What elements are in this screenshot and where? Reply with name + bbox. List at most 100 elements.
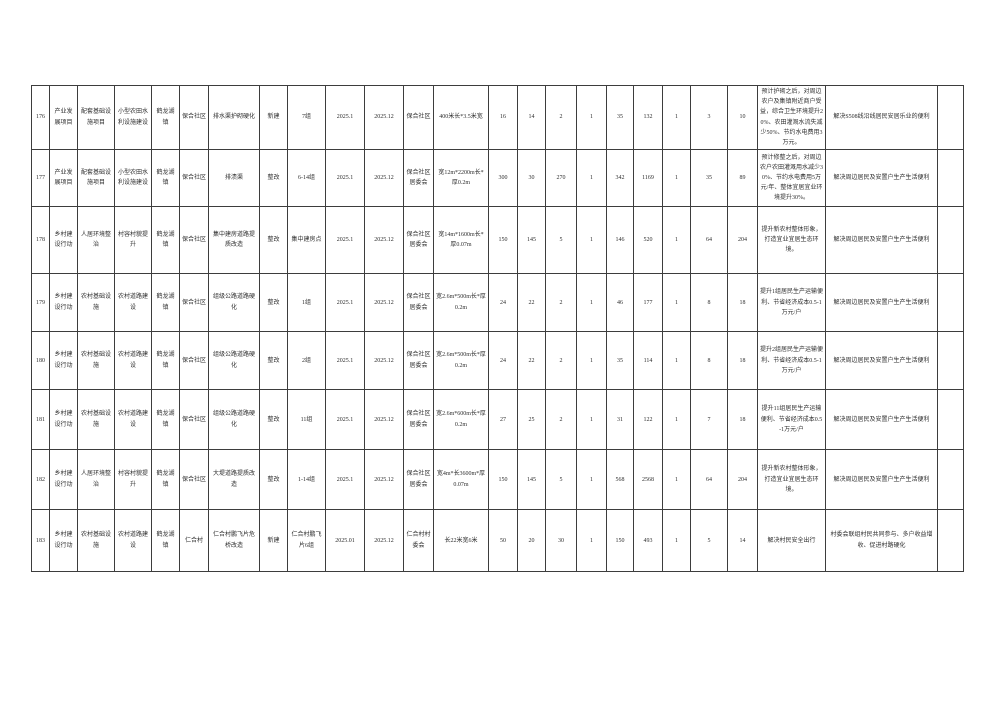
table-cell: 342: [606, 149, 634, 208]
table-cell: 排水渠护砌硬化: [208, 84, 260, 151]
table-cell: 5: [545, 449, 577, 511]
table-cell: 18: [727, 273, 758, 333]
table-cell: 150: [606, 509, 634, 573]
table-cell: 270: [545, 149, 577, 208]
table-cell: 35: [690, 149, 728, 208]
table-cell: 村容村貌提升: [114, 449, 152, 511]
table-cell: 2: [545, 389, 577, 451]
table-cell: 176: [31, 84, 50, 151]
table-cell: 2025.12: [364, 389, 404, 451]
table-cell: 新建: [259, 509, 288, 573]
table-cell: 179: [31, 273, 50, 333]
table-cell: 2025.12: [364, 331, 404, 391]
table-row: 183 乡村建设行动 农村基础设施 农村道路建设 鹤龙湖镇 仁合村 仁合村鹏飞片危桥改造 新建…: [31, 509, 964, 573]
table-cell: 保合社区居委会: [403, 331, 434, 391]
table-cell: 25: [517, 389, 546, 451]
table-cell: 2: [545, 273, 577, 333]
table-cell: 提升2组居民生产运输便利、节省经济成本0.5-1万元/户: [757, 331, 826, 391]
table-cell: 新建: [259, 84, 288, 151]
table-cell: 乡村建设行动: [49, 389, 78, 451]
table-cell: 鹤龙湖镇: [151, 206, 180, 275]
table-row: 179 乡村建设行动 农村基础设施 农村道路建设 鹤龙湖镇 保合社区 组级公路道路硬化 整改 1…: [31, 273, 964, 333]
table-cell: 7: [690, 389, 728, 451]
table-cell: 鹤龙湖镇: [151, 449, 180, 511]
table-cell: 22: [517, 273, 546, 333]
table-cell: 1: [576, 84, 607, 151]
table-cell: 1: [662, 206, 691, 275]
table-cell: 保合社区: [403, 84, 434, 151]
table-cell: [937, 449, 964, 511]
table-cell: 提升11组居民生产运输便利、节省经济成本0.5-1万元/户: [757, 389, 826, 451]
table-cell: 农村道路建设: [114, 331, 152, 391]
table-cell: 8: [690, 273, 728, 333]
table-cell: 解决S508线沿线居民安居乐业的便利: [825, 84, 938, 151]
table-cell: 146: [606, 206, 634, 275]
table-cell: 宽14m*1600m长*厚0.07m: [433, 206, 489, 275]
table-cell: 保合社区居委会: [403, 449, 434, 511]
table-cell: 整改: [259, 449, 288, 511]
table-cell: 村委会联组村民共同参与、多户收益增收、促进村路硬化: [825, 509, 938, 573]
table-cell: 保合社区居委会: [403, 389, 434, 451]
table-cell: 1: [576, 331, 607, 391]
table-cell: 150: [488, 206, 518, 275]
table-cell: 177: [31, 149, 50, 208]
table-cell: 乡村建设行动: [49, 509, 78, 573]
table-cell: 组级公路道路硬化: [208, 273, 260, 333]
table-cell: 11组: [287, 389, 326, 451]
table-cell: 2组: [287, 331, 326, 391]
table-cell: 7组: [287, 84, 326, 151]
table-cell: 1: [662, 509, 691, 573]
table-cell: 整改: [259, 149, 288, 208]
table-cell: 1: [576, 206, 607, 275]
table-cell: 保合社区: [179, 389, 209, 451]
table-cell: [937, 331, 964, 391]
table-cell: 178: [31, 206, 50, 275]
table-cell: 整改: [259, 389, 288, 451]
table-cell: 1: [662, 273, 691, 333]
table-cell: 宽2.6m*500m长*厚0.2m: [433, 273, 489, 333]
table-cell: 解决村民安全出行: [757, 509, 826, 573]
table-row: 180 乡村建设行动 农村基础设施 农村道路建设 鹤龙湖镇 保合社区 组级公路道路硬化 整改 2…: [31, 331, 964, 391]
table-cell: 181: [31, 389, 50, 451]
table-row: 177 产业发展项目 配套基础设施项目 小型农田水利设施建设 鹤龙湖镇 保合社区 排渍渠 整改…: [31, 149, 964, 208]
table-cell: 1: [662, 84, 691, 151]
table-cell: 1: [576, 509, 607, 573]
table-cell: 宽12m*2200m长*厚0.2m: [433, 149, 489, 208]
table-cell: 2: [545, 84, 577, 151]
table-cell: 14: [517, 84, 546, 151]
table-cell: [937, 273, 964, 333]
table-cell: 1: [662, 149, 691, 208]
table-cell: 24: [488, 273, 518, 333]
table-cell: 整改: [259, 273, 288, 333]
table-cell: 493: [633, 509, 663, 573]
table-cell: 农村道路建设: [114, 273, 152, 333]
table-cell: 保合社区: [179, 206, 209, 275]
table-cell: 鹤龙湖镇: [151, 509, 180, 573]
table-cell: 预计护砌之后，对周边农户及集镇附近商户受益，综合卫生环境提升20%、农田灌溉水流…: [757, 84, 826, 151]
table-cell: 2025.1: [325, 331, 365, 391]
table-cell: 2025.12: [364, 449, 404, 511]
table-cell: 农村道路建设: [114, 509, 152, 573]
table-cell: 5: [545, 206, 577, 275]
table-cell: 组级公路道路硬化: [208, 389, 260, 451]
table-row: 181 乡村建设行动 农村基础设施 农村道路建设 鹤龙湖镇 保合社区 组级公路道路硬化 整改 1…: [31, 389, 964, 451]
table-cell: 2025.12: [364, 509, 404, 573]
table-cell: 集中建房点: [287, 206, 326, 275]
table-cell: 保合社区居委会: [403, 273, 434, 333]
table-cell: 长22米宽6米: [433, 509, 489, 573]
table-cell: 配套基础设施项目: [77, 149, 115, 208]
table-cell: 1: [576, 449, 607, 511]
table-cell: 568: [606, 449, 634, 511]
table-cell: 18: [727, 389, 758, 451]
table-cell: 50: [488, 509, 518, 573]
table-cell: 人居环境整治: [77, 449, 115, 511]
table-cell: 2025.1: [325, 389, 365, 451]
table-cell: 解决周边居民及安置户生产生活便利: [825, 273, 938, 333]
table-cell: 解决周边居民及安置户生产生活便利: [825, 149, 938, 208]
table-cell: 小型农田水利设施建设: [114, 84, 152, 151]
table-cell: [937, 206, 964, 275]
table-cell: 预计修整之后，对周边农户农田灌溉用水减少30%、节约水电费用5万元/年、整体宜居…: [757, 149, 826, 208]
table-cell: 村容村貌提升: [114, 206, 152, 275]
table-cell: 8: [690, 331, 728, 391]
table-cell: 24: [488, 331, 518, 391]
